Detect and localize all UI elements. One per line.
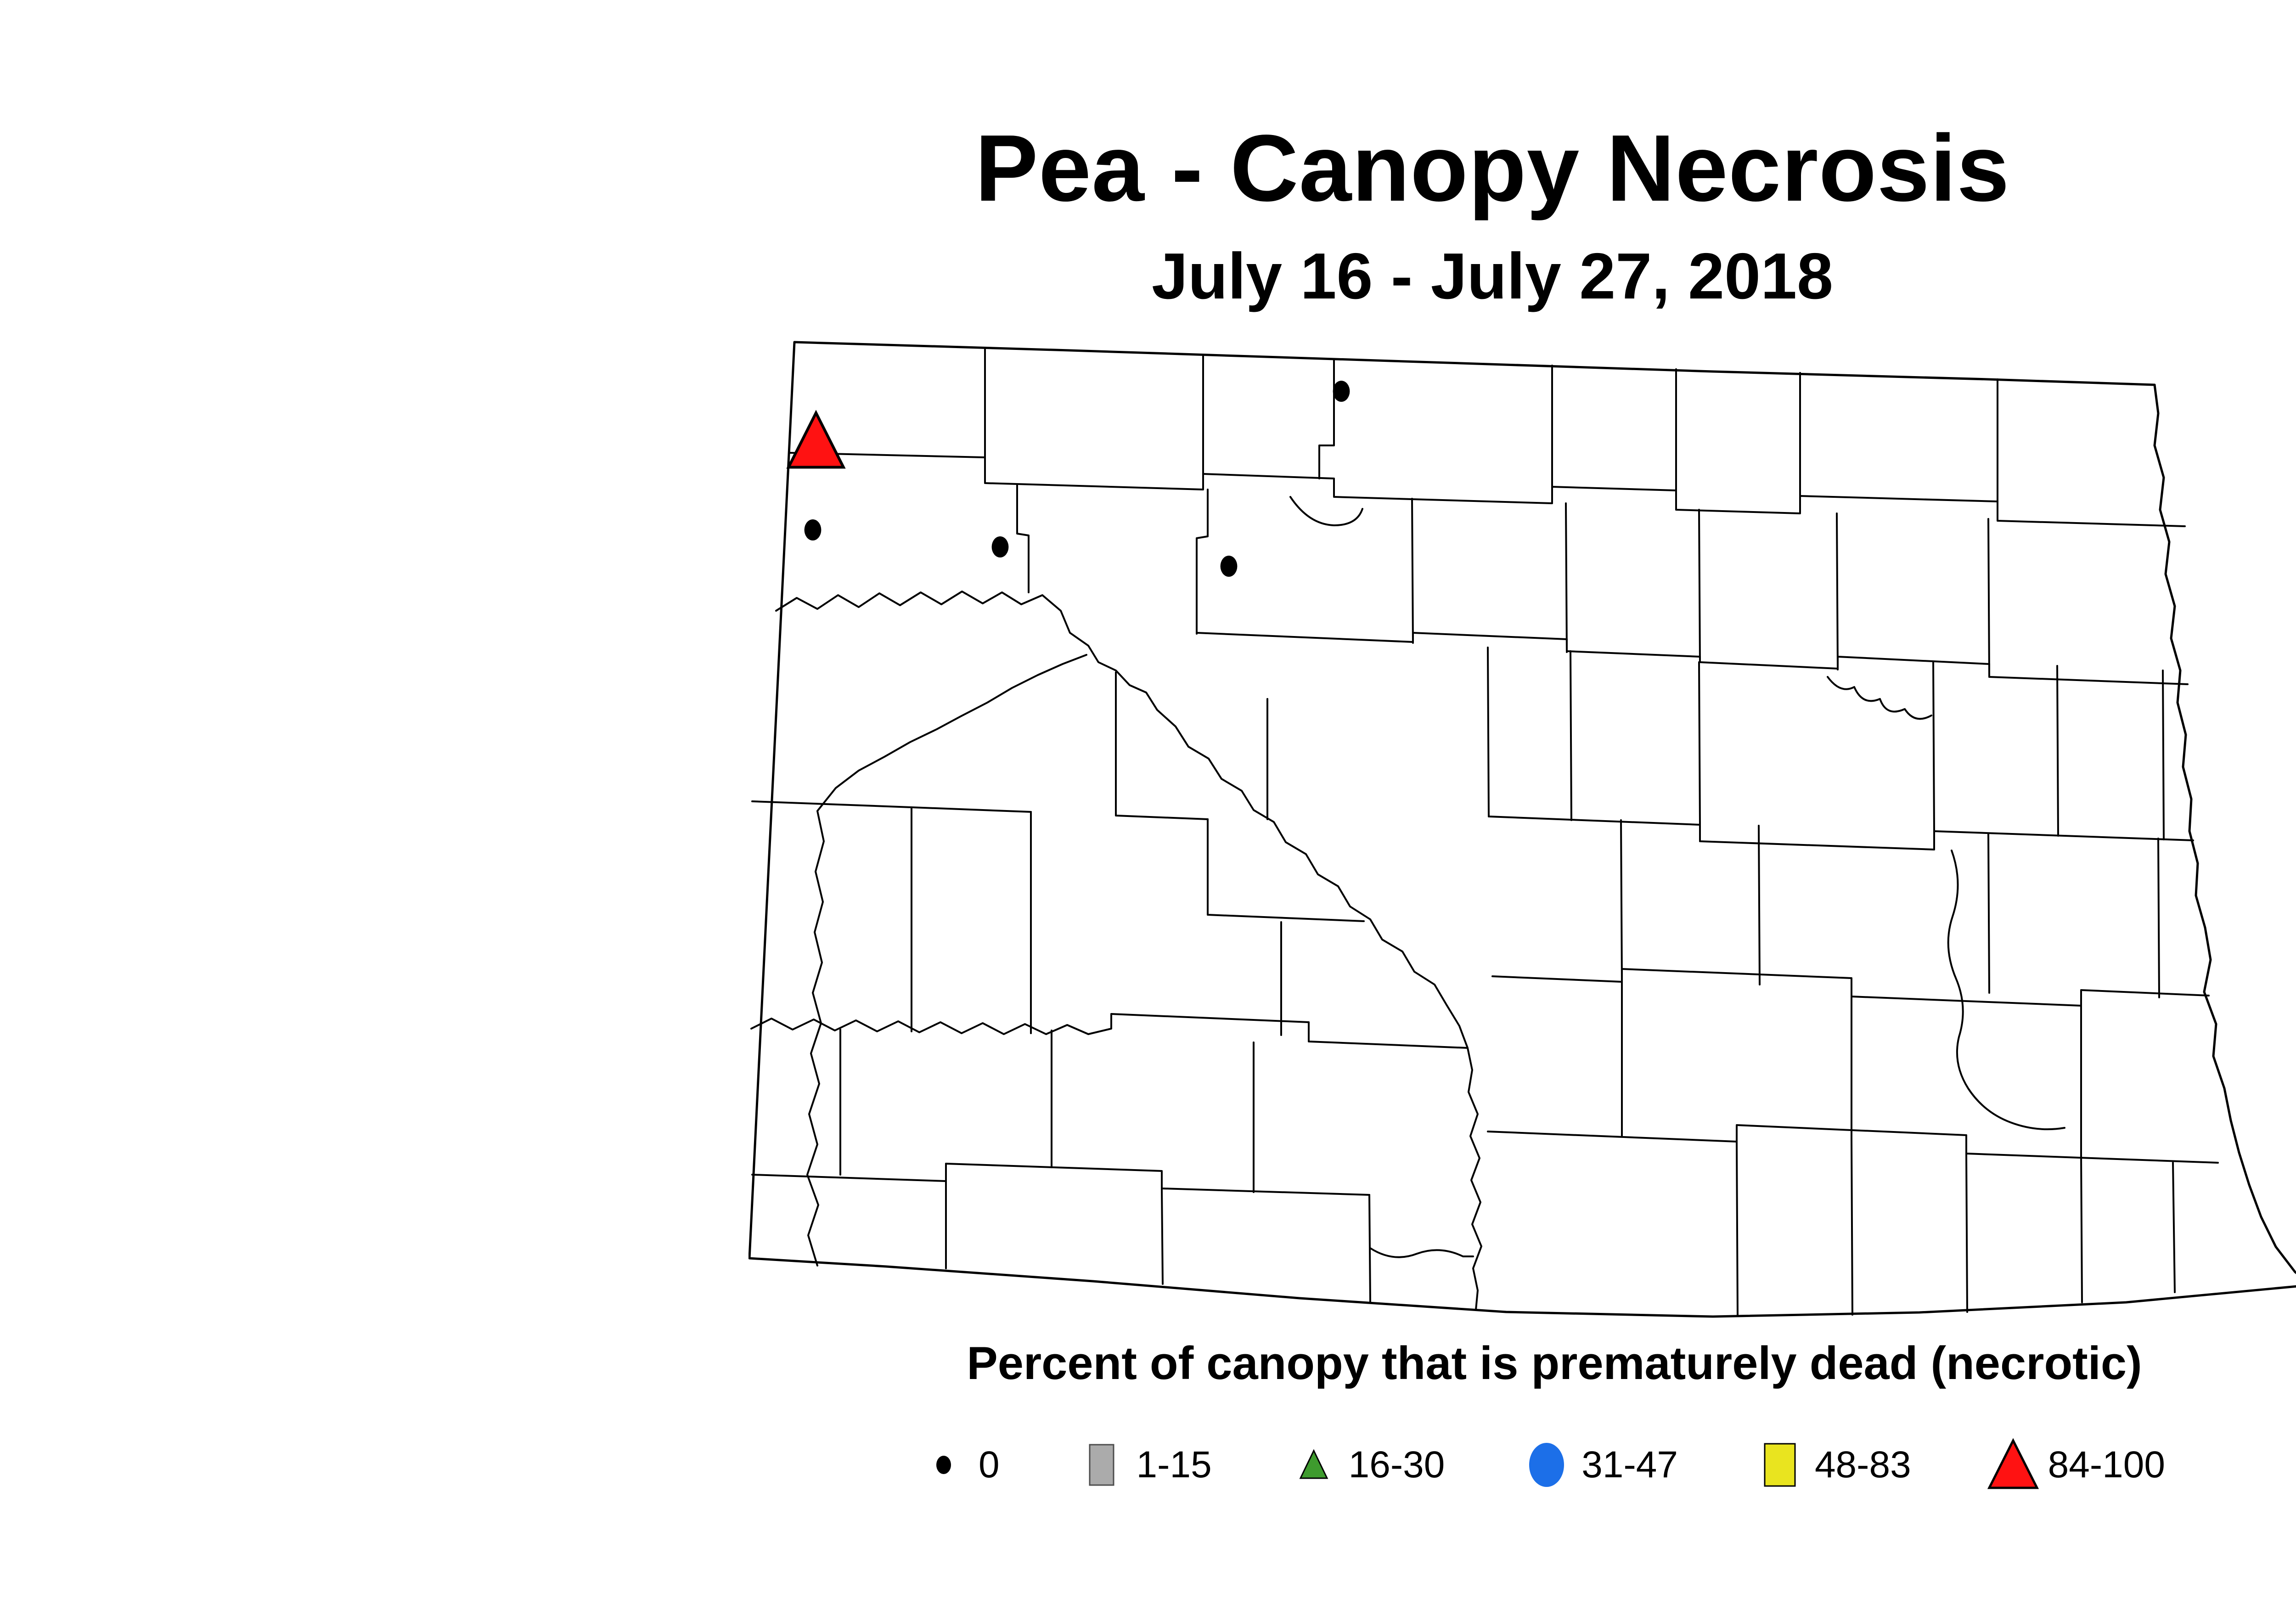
- map-point-0: [991, 536, 1009, 557]
- legend: 0 1-15 16-30 31-47 48-83 84-100: [916, 1424, 2165, 1506]
- legend-title: Percent of canopy that is prematurely de…: [967, 1338, 2142, 1389]
- legend-label: 48-83: [1814, 1444, 1911, 1486]
- legend-label: 31-47: [1581, 1444, 1678, 1486]
- page-subtitle: July 16 - July 27, 2018: [1151, 240, 1834, 313]
- page-title: Pea - Canopy Necrosis: [975, 115, 2010, 221]
- legend-symbol-triangle-icon: [1299, 1449, 1328, 1479]
- map-point-0: [1220, 556, 1238, 577]
- legend-symbol-circle-icon: [1529, 1443, 1564, 1487]
- map-point-0: [804, 519, 822, 540]
- map-point-0: [1333, 381, 1350, 402]
- legend-label: 16-30: [1348, 1444, 1445, 1486]
- data-points-layer: [786, 381, 1350, 577]
- legend-item-0: 0: [916, 1435, 1000, 1495]
- legend-symbol-square-icon: [1089, 1444, 1114, 1486]
- legend-item-1-15: 1-15: [1074, 1435, 1212, 1495]
- legend-symbol-dot-icon: [936, 1456, 951, 1474]
- legend-item-16-30: 16-30: [1286, 1435, 1445, 1495]
- legend-item-48-83: 48-83: [1752, 1435, 1911, 1495]
- county-boundaries: [750, 349, 2219, 1317]
- legend-label: 0: [979, 1444, 1000, 1486]
- state-outline: [748, 341, 2296, 1318]
- map-point-84-100: [786, 410, 846, 469]
- legend-label: 1-15: [1136, 1444, 1212, 1486]
- map-svg: [748, 341, 2296, 1318]
- legend-symbol-square-large-icon: [1764, 1443, 1796, 1487]
- legend-symbol-triangle-large-icon: [1987, 1438, 2039, 1489]
- legend-item-31-47: 31-47: [1519, 1435, 1678, 1495]
- north-dakota-county-map: [748, 335, 2296, 1318]
- legend-label: 84-100: [2048, 1444, 2165, 1486]
- legend-item-84-100: 84-100: [1986, 1435, 2165, 1495]
